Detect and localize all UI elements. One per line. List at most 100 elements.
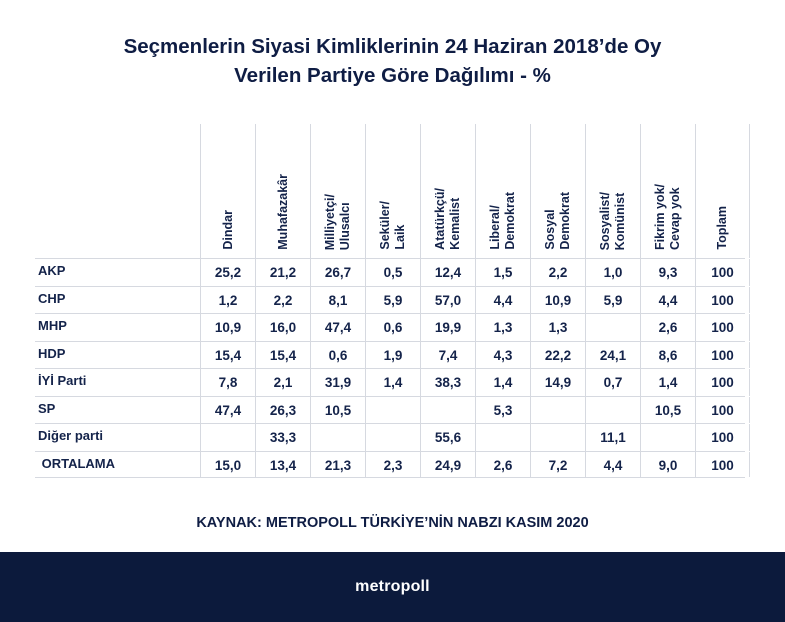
table-cell: 0,5 [365, 259, 420, 286]
column-header-label: Sosyalist/ Komünist [598, 191, 627, 250]
table-cell [200, 424, 255, 451]
row-label: Diğer parti [38, 428, 104, 443]
table-cell: 5,9 [585, 286, 640, 313]
table-cell: 16,0 [255, 314, 310, 341]
table-cell: 7,4 [420, 341, 475, 368]
title-line-1: Seçmenlerin Siyasi Kimliklerinin 24 Hazi… [123, 35, 662, 58]
table-cell: 8,1 [310, 286, 365, 313]
table-cell: 100 [695, 424, 750, 451]
table-cell: 38,3 [420, 369, 475, 396]
column-header-label: Milliyetçi/ Ulusalcı [323, 193, 352, 250]
row-label: HDP [38, 345, 66, 361]
source-note: KAYNAK: METROPOLL TÜRKİYE’NİN NABZI KASI… [196, 515, 589, 531]
table-cell: 12,4 [420, 259, 475, 286]
table-cell [530, 424, 585, 451]
table-cell [475, 424, 530, 451]
table-cell [585, 314, 640, 341]
table-row: HDP 15,4 15,4 0,6 1,9 7,4 4,3 22,2 24,1 8,6 100 [35, 340, 750, 368]
table-row: ORTALAMA 15,0 13,4 21,3 2,3 24,9 2,6 7,2 4,4 9,0 1… [35, 450, 750, 478]
table-cell: 26,7 [310, 259, 365, 286]
column-header: Sosyalist/ Komünist [585, 124, 640, 258]
table-cell: 14,9 [530, 369, 585, 396]
table-body: AKP 25,2 21,2 26,7 0,5 12,4 1,5 2,2 1,0 9,3 100 CHP… [35, 258, 750, 478]
table-cell: 2,1 [255, 369, 310, 396]
table-row: MHP 10,9 16,0 47,4 0,6 19,9 1,3 1,3 2,6 100 [35, 313, 750, 341]
column-header-label: Toplam [715, 206, 729, 250]
table-cell: 2,2 [255, 286, 310, 313]
table-cell: 15,0 [200, 451, 255, 477]
title-line-2: Verilen Partiye Göre Dağılımı - % [234, 64, 551, 87]
column-header: Seküler/ Laik [365, 124, 420, 258]
table-cell [365, 396, 420, 423]
table-cell: 100 [695, 341, 750, 368]
table-cell: 1,9 [365, 341, 420, 368]
table-header: Dindar Muhafazakâr Milliyetçi/ Ulusalcı Sek… [35, 124, 750, 258]
table-cell: 100 [695, 451, 750, 477]
table-row: AKP 25,2 21,2 26,7 0,5 12,4 1,5 2,2 1,0 9,3 100 [35, 258, 750, 286]
table-cell: 21,3 [310, 451, 365, 477]
column-header-label: Muhafazakâr [275, 174, 290, 250]
table-cell: 2,6 [640, 314, 695, 341]
chart-title: Seçmenlerin Siyasi Kimliklerinin 24 Hazi… [0, 32, 785, 90]
row-label: SP [38, 400, 56, 416]
table-cell [530, 396, 585, 423]
table-cell: 100 [695, 369, 750, 396]
table-cell: 2,6 [475, 451, 530, 477]
table-cell: 100 [695, 259, 750, 286]
table-cell: 1,3 [530, 314, 585, 341]
table-cell: 0,7 [585, 369, 640, 396]
table-cell: 4,4 [585, 451, 640, 477]
table-cell: 10,9 [530, 286, 585, 313]
table-cell: 0,6 [365, 314, 420, 341]
row-label: MHP [38, 318, 67, 333]
table-cell: 11,1 [585, 424, 640, 451]
table-cell: 24,9 [420, 451, 475, 477]
table-cell: 9,0 [640, 451, 695, 477]
column-header-label: Sosyal Demokrat [543, 192, 572, 250]
table-cell: 1,4 [365, 369, 420, 396]
table-cell: 2,2 [530, 259, 585, 286]
table-cell: 10,5 [310, 396, 365, 423]
table-cell [640, 424, 695, 451]
table-cell [585, 396, 640, 423]
column-header-label: Dindar [220, 210, 235, 250]
table-cell: 57,0 [420, 286, 475, 313]
column-header: Muhafazakâr [255, 124, 310, 258]
table-cell [310, 424, 365, 451]
table-cell: 7,2 [530, 451, 585, 477]
table-cell: 7,8 [200, 369, 255, 396]
table-row: Diğer parti 33,3 55,6 11,1 100 [35, 423, 750, 451]
table-cell: 47,4 [200, 396, 255, 423]
table-cell: 5,9 [365, 286, 420, 313]
table-cell: 19,9 [420, 314, 475, 341]
table-cell: 8,6 [640, 341, 695, 368]
column-header-label: Liberal/ Demokrat [488, 192, 517, 250]
table-cell: 15,4 [200, 341, 255, 368]
table-cell: 1,4 [475, 369, 530, 396]
footer-band: metropoll [0, 552, 785, 622]
table-cell: 47,4 [310, 314, 365, 341]
column-header: Liberal/ Demokrat [475, 124, 530, 258]
table-cell: 10,9 [200, 314, 255, 341]
table-cell: 100 [695, 286, 750, 313]
table-cell: 26,3 [255, 396, 310, 423]
row-label: CHP [38, 290, 66, 306]
row-label: İYİ Parti [38, 373, 87, 388]
table-cell: 0,6 [310, 341, 365, 368]
table-cell: 1,3 [475, 314, 530, 341]
table-cell: 31,9 [310, 369, 365, 396]
table-cell [420, 396, 475, 423]
column-header: Sosyal Demokrat [530, 124, 585, 258]
table-cell: 33,3 [255, 424, 310, 451]
table-row: İYİ Parti 7,8 2,1 31,9 1,4 38,3 1,4 14,9 0,7 1,4 1… [35, 368, 750, 396]
table-cell: 4,4 [475, 286, 530, 313]
column-header-label: Atatürkçü/ Kemalist [433, 188, 462, 250]
table-cell: 22,2 [530, 341, 585, 368]
table-cell: 1,4 [640, 369, 695, 396]
table-cell: 55,6 [420, 424, 475, 451]
data-table: Dindar Muhafazakâr Milliyetçi/ Ulusalcı Sek… [35, 124, 750, 478]
table-row: CHP 1,2 2,2 8,1 5,9 57,0 4,4 10,9 5,9 4,4 100 [35, 285, 750, 313]
column-header: Toplam [695, 124, 750, 258]
table-cell: 4,4 [640, 286, 695, 313]
table-row: SP 47,4 26,3 10,5 5,3 10,5 100 [35, 395, 750, 423]
